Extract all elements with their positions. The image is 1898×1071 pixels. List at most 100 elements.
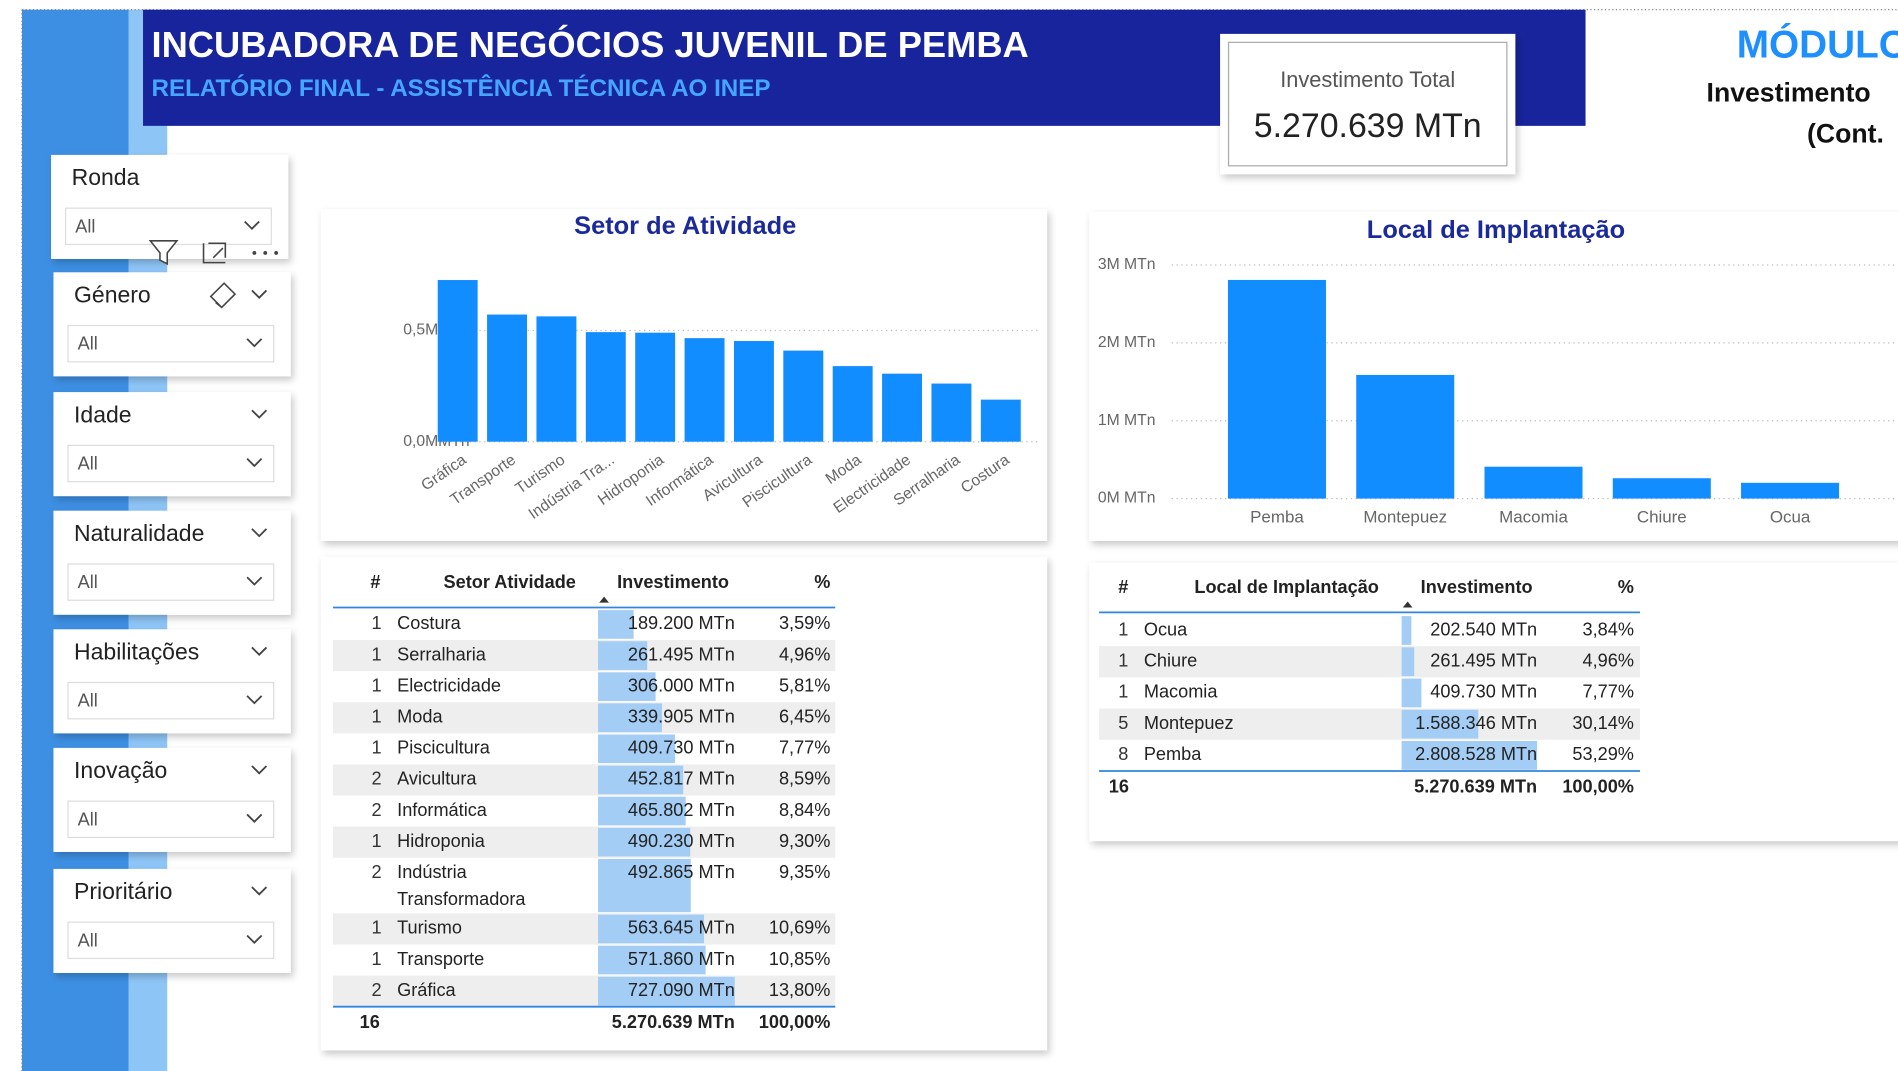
bar: [684, 338, 725, 442]
dropdown[interactable]: [64, 207, 272, 246]
cell-count: 1: [372, 613, 382, 633]
dropdown[interactable]: [67, 681, 275, 720]
row-band: [333, 639, 836, 672]
more-icon[interactable]: [263, 250, 268, 255]
chevron[interactable]: [246, 338, 263, 348]
more-icon[interactable]: [252, 250, 257, 255]
kpi-value: 5.270.639 MTn: [1254, 107, 1482, 145]
chevron[interactable]: [251, 528, 268, 538]
bar: [487, 314, 528, 442]
dropdown[interactable]: [67, 563, 275, 601]
chevron[interactable]: [251, 886, 268, 896]
row-band: [1099, 708, 1641, 740]
filter-icon[interactable]: [148, 240, 179, 266]
slicer-title: Inovação: [74, 757, 167, 783]
cell-percent: 7,77%: [1583, 682, 1634, 702]
bar: [1741, 482, 1840, 499]
cell-investment: 409.730 MTn: [1430, 682, 1537, 702]
cell-investment: 261.495 MTn: [1430, 651, 1537, 671]
data-bar: [598, 914, 705, 944]
cell-count: 2: [372, 980, 382, 1000]
header-subtitle: RELATÓRIO FINAL - ASSISTÊNCIA TÉCNICA AO…: [151, 74, 770, 102]
sort-arrow: [599, 596, 609, 603]
dropdown-value: All: [78, 334, 98, 354]
data-bar: [598, 827, 691, 857]
eraser-icon[interactable]: [209, 282, 237, 309]
cell-count: 2: [372, 862, 382, 882]
total-investment: 5.270.639 MTn: [612, 1012, 735, 1032]
column-header[interactable]: #: [1118, 577, 1128, 597]
bar: [882, 373, 923, 442]
chevron[interactable]: [246, 576, 263, 586]
cell-name: Indústria Transformadora: [397, 862, 526, 909]
table-card: [1089, 562, 1898, 842]
cell-name: Montepuez: [1144, 713, 1234, 733]
chart-title: Local de Implantação: [1367, 216, 1625, 244]
dropdown[interactable]: [67, 444, 275, 483]
cell-investment: 409.730 MTn: [628, 738, 735, 758]
cell-percent: 7,77%: [779, 738, 830, 758]
module-line: (Cont.: [1807, 119, 1884, 149]
chevron[interactable]: [246, 813, 263, 823]
row-band: [333, 913, 836, 945]
kpi-card: [1220, 33, 1516, 175]
column-header[interactable]: %: [1618, 577, 1634, 597]
kpi-label: Investimento Total: [1280, 67, 1455, 92]
column-header[interactable]: #: [370, 572, 380, 592]
cell-investment: 202.540 MTn: [1430, 619, 1537, 639]
cell-percent: 8,59%: [779, 769, 830, 789]
chevron[interactable]: [251, 646, 268, 656]
dropdown-value: All: [78, 809, 98, 829]
dropdown[interactable]: [67, 324, 275, 363]
cell-count: 1: [372, 707, 382, 727]
cell-investment: 452.817 MTn: [628, 769, 735, 789]
slicer-title: Ronda: [72, 164, 140, 190]
chevron[interactable]: [246, 695, 263, 705]
y-tick-label: 0M MTn: [1098, 490, 1156, 507]
more-icon[interactable]: [274, 250, 279, 255]
chevron[interactable]: [246, 934, 263, 945]
chevron[interactable]: [244, 220, 260, 231]
sort-arrow: [1402, 601, 1413, 608]
cell-count: 1: [372, 831, 382, 851]
cell-name: Costura: [397, 613, 461, 633]
y-tick-label: 1M MTn: [1098, 412, 1156, 429]
data-bar: [598, 765, 684, 795]
cell-investment: 306.000 MTn: [628, 675, 735, 695]
slicer-title: Naturalidade: [74, 520, 204, 546]
column-header[interactable]: Investimento: [617, 572, 729, 592]
chevron[interactable]: [246, 458, 263, 468]
focus-icon[interactable]: [202, 242, 227, 264]
cell-count: 1: [1118, 682, 1128, 702]
chevron[interactable]: [251, 289, 268, 299]
column-header[interactable]: Setor Atividade: [444, 572, 576, 592]
cell-investment: 563.645 MTn: [628, 918, 735, 938]
chart-title: Setor de Atividade: [574, 212, 796, 240]
column-header[interactable]: Investimento: [1421, 577, 1533, 597]
chevron[interactable]: [251, 409, 268, 419]
cell-count: 2: [372, 800, 382, 820]
data-bar: [598, 796, 686, 826]
dropdown[interactable]: [67, 921, 275, 960]
chevron[interactable]: [251, 765, 268, 775]
data-bar: [1401, 709, 1479, 739]
y-tick-label: 3M MTn: [1098, 256, 1156, 273]
column-header[interactable]: Local de Implantação: [1194, 577, 1378, 597]
slicer-title: Prioritário: [74, 878, 172, 904]
cell-name: Macomia: [1144, 682, 1219, 702]
cell-percent: 4,96%: [1583, 651, 1634, 671]
total-count: 16: [1109, 777, 1129, 797]
cell-percent: 13,80%: [769, 980, 831, 1000]
data-bar: [598, 976, 735, 1006]
module-line: Investimento: [1707, 77, 1871, 107]
total-count: 16: [360, 1012, 380, 1032]
cell-percent: 53,29%: [1572, 744, 1634, 764]
cell-name: Piscicultura: [397, 738, 491, 758]
cell-name: Gráfica: [397, 980, 456, 1000]
dropdown-value: All: [78, 930, 98, 950]
row-band: [1099, 646, 1641, 678]
total-investment: 5.270.639 MTn: [1414, 777, 1537, 797]
column-header[interactable]: %: [814, 572, 830, 592]
dropdown[interactable]: [67, 800, 275, 839]
cell-percent: 5,81%: [779, 675, 830, 695]
